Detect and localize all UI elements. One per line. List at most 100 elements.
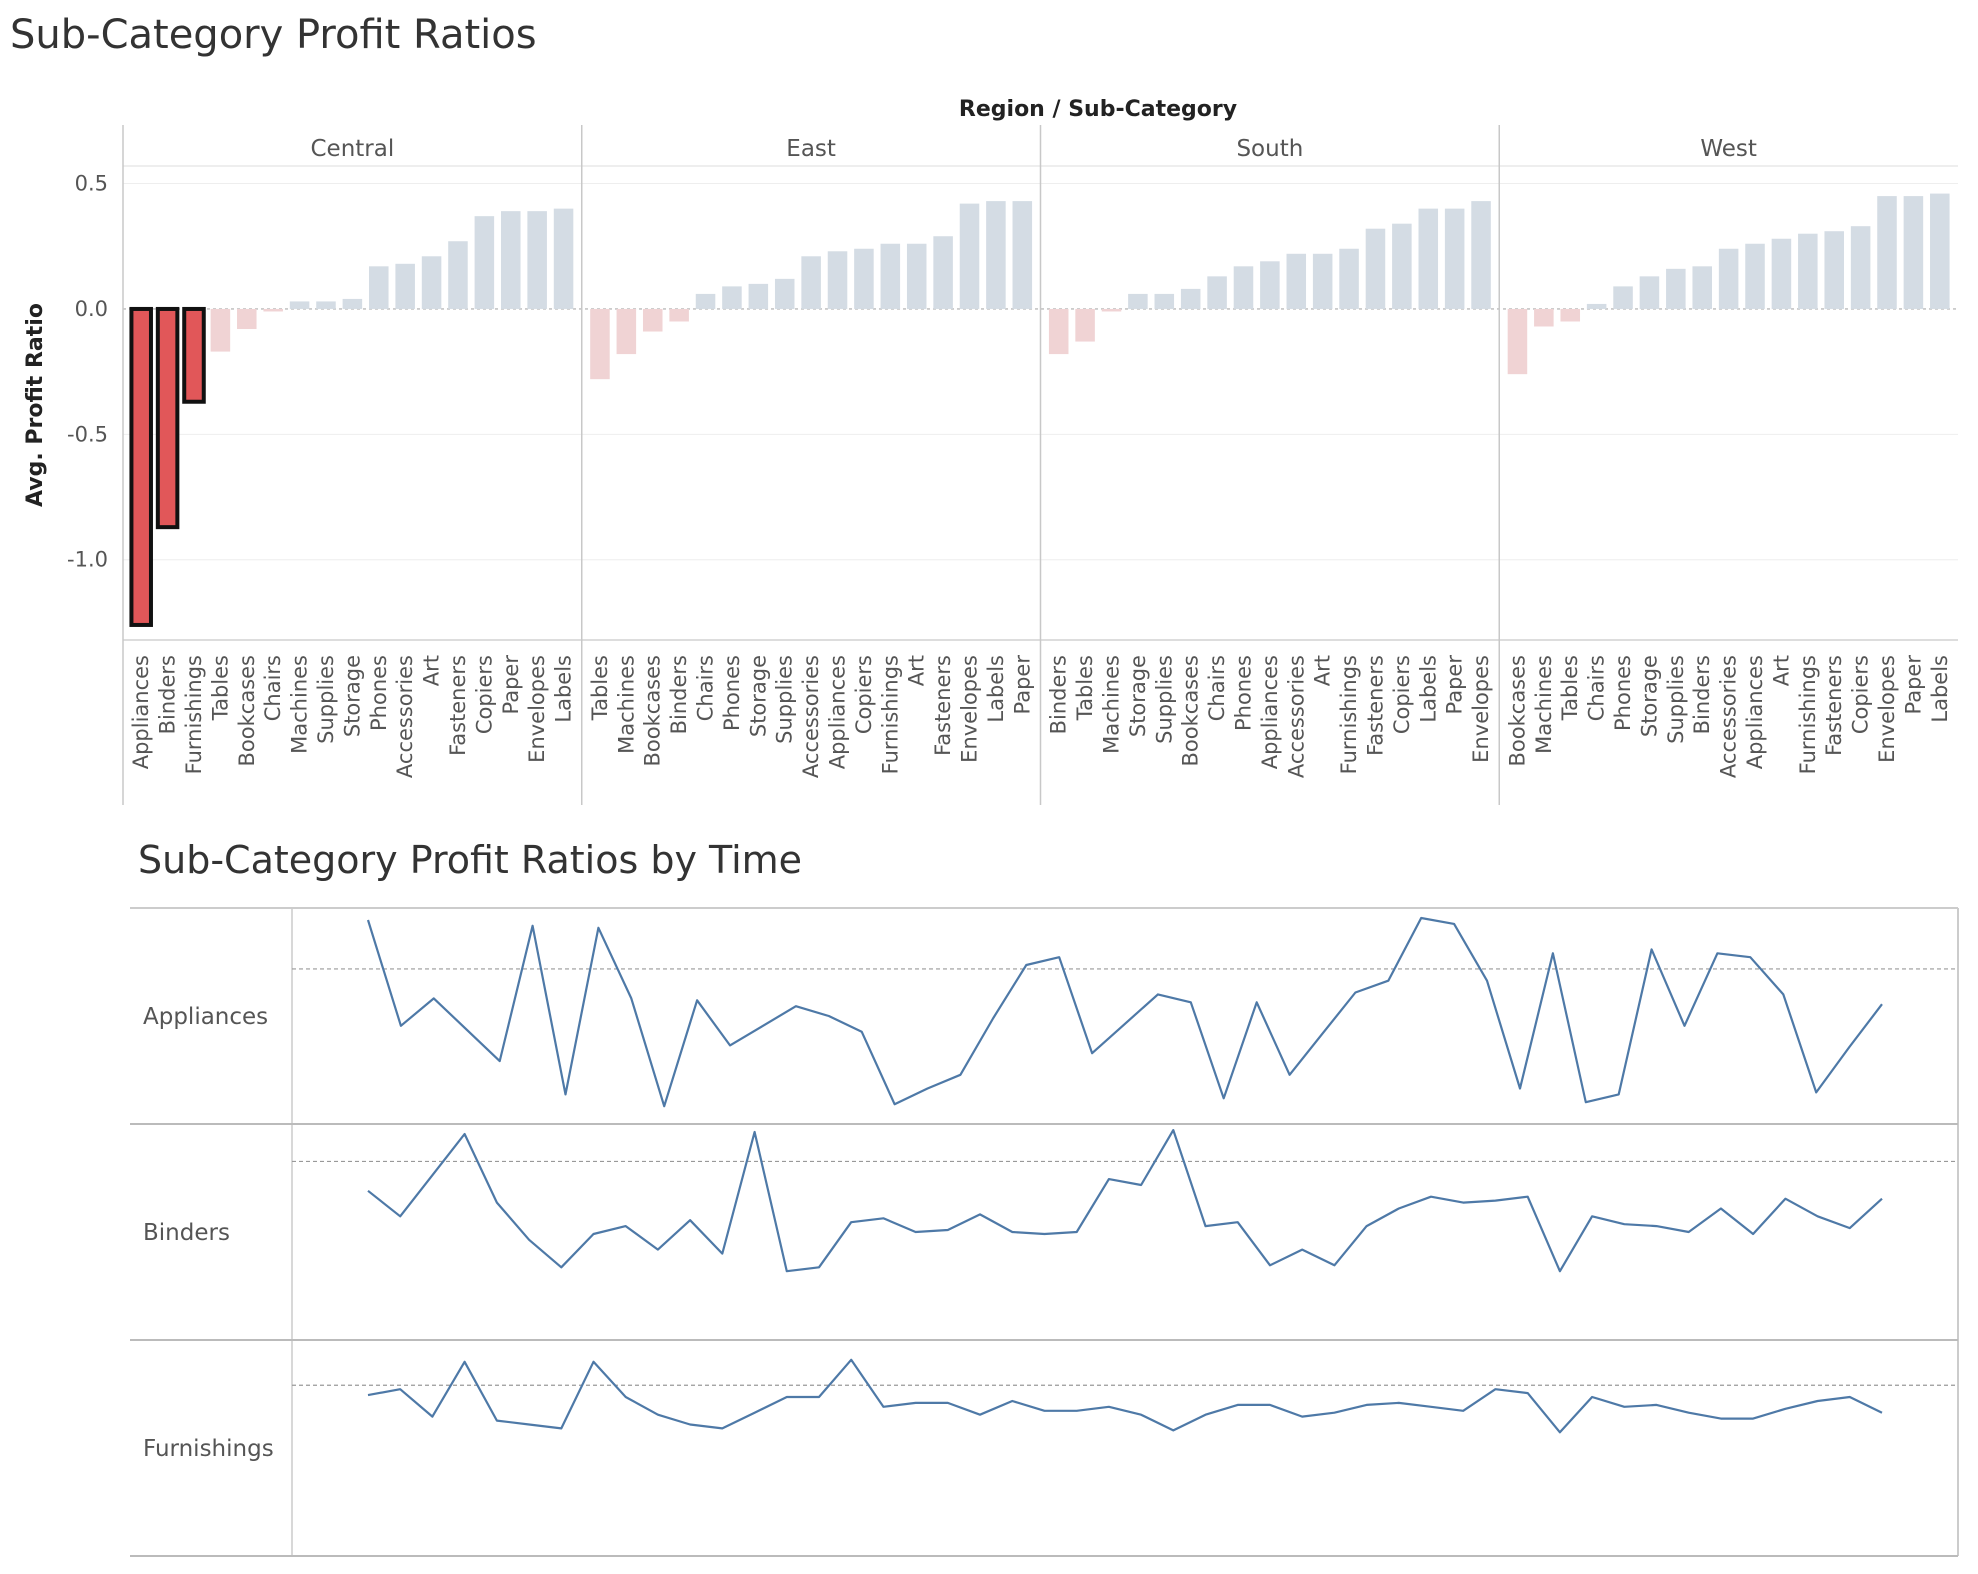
x-label-south-furnishings: Furnishings <box>1337 655 1361 774</box>
bar-east-appliances <box>827 251 848 309</box>
x-label-central-fasteners: Fasteners <box>446 655 470 756</box>
bar-south-appliances <box>1260 261 1280 309</box>
x-label-east-copiers: Copiers <box>852 655 876 734</box>
row-appliances: Appliances <box>130 916 1958 1125</box>
bar-south-furnishings <box>1339 248 1359 309</box>
x-label-south-chairs: Chairs <box>1205 655 1229 721</box>
x-label-south-art: Art <box>1311 655 1335 686</box>
x-label-east-supplies: Supplies <box>773 655 797 744</box>
x-label-west-copiers: Copiers <box>1849 655 1873 734</box>
y-axis-title: Avg. Profit Ratio <box>23 303 48 507</box>
bar-south-envelopes <box>1471 201 1491 309</box>
bar-south-phones <box>1233 266 1254 309</box>
bar-west-furnishings <box>1798 233 1818 309</box>
bar-south-copiers <box>1392 223 1412 309</box>
bar-central-binders <box>155 306 180 530</box>
series-line-appliances <box>366 916 1883 1108</box>
x-label-south-accessories: Accessories <box>1284 655 1308 778</box>
x-label-west-bookcases: Bookcases <box>1505 655 1529 766</box>
bar-east-fasteners <box>933 236 953 309</box>
x-label-south-fasteners: Fasteners <box>1363 655 1387 756</box>
x-label-east-accessories: Accessories <box>799 655 823 778</box>
x-label-east-tables: Tables <box>588 655 612 721</box>
bar-west-chairs <box>1586 303 1607 309</box>
x-label-east-phones: Phones <box>720 655 744 731</box>
x-label-west-accessories: Accessories <box>1717 655 1741 778</box>
x-label-west-machines: Machines <box>1532 655 1556 754</box>
x-label-central-paper: Paper <box>499 655 523 715</box>
x-label-central-envelopes: Envelopes <box>525 655 549 763</box>
x-label-central-phones: Phones <box>367 655 391 731</box>
x-label-central-copiers: Copiers <box>472 655 496 734</box>
bar-west-labels <box>1930 193 1950 309</box>
bar-east-paper <box>1012 201 1033 309</box>
x-label-west-appliances: Appliances <box>1743 655 1767 769</box>
x-label-east-machines: Machines <box>614 655 638 754</box>
bar-central-labels <box>553 208 574 309</box>
row-label-appliances: Appliances <box>143 1004 268 1030</box>
bar-central-machines <box>289 301 310 309</box>
bar-west-art <box>1771 238 1792 309</box>
x-label-south-bookcases: Bookcases <box>1179 655 1203 766</box>
x-label-east-fasteners: Fasteners <box>931 655 955 756</box>
row-binders: Binders <box>130 1128 1958 1341</box>
bar-south-art <box>1312 253 1333 309</box>
x-label-east-appliances: Appliances <box>826 655 850 769</box>
x-label-west-storage: Storage <box>1637 655 1661 737</box>
bar-east-art <box>906 243 927 309</box>
bar-south-tables <box>1075 308 1095 342</box>
bar-west-bookcases <box>1507 308 1528 375</box>
bar-central-storage <box>342 298 363 309</box>
bar-west-phones <box>1613 286 1633 309</box>
x-label-west-fasteners: Fasteners <box>1822 655 1846 756</box>
panel-header-east: East <box>786 136 836 162</box>
x-label-south-machines: Machines <box>1099 655 1123 754</box>
panel-south: South Binders Tables Machines Storage Supplie… <box>1039 125 1493 805</box>
panel-header-west: West <box>1700 136 1757 162</box>
bar-east-binders <box>669 308 689 322</box>
bar-east-storage <box>748 283 769 309</box>
bar-west-supplies <box>1666 268 1686 309</box>
bar-west-envelopes <box>1877 196 1897 309</box>
x-label-south-supplies: Supplies <box>1152 655 1176 744</box>
y-tick-label--1-0: -1.0 <box>67 548 108 572</box>
bar-west-tables <box>1560 308 1581 322</box>
x-label-west-furnishings: Furnishings <box>1796 655 1820 774</box>
y-tick-label--0-5: -0.5 <box>67 422 108 446</box>
bar-south-bookcases <box>1180 288 1201 309</box>
bar-central-phones <box>369 266 389 309</box>
bar-south-machines <box>1101 308 1122 312</box>
bar-central-paper <box>500 211 521 309</box>
bar-east-envelopes <box>959 203 980 309</box>
panel-header-central: Central <box>311 136 395 162</box>
x-label-east-binders: Binders <box>667 655 691 734</box>
x-label-west-phones: Phones <box>1611 655 1635 731</box>
bar-east-tables <box>590 308 610 380</box>
bar-south-storage <box>1128 293 1148 309</box>
x-label-west-binders: Binders <box>1690 655 1714 734</box>
x-label-central-accessories: Accessories <box>393 655 417 778</box>
bar-west-binders <box>1692 266 1712 309</box>
x-label-south-labels: Labels <box>1416 655 1440 723</box>
panel-east: East Tables Machines Bookcases Binders Chairs… <box>581 125 1034 805</box>
x-label-central-art: Art <box>420 655 444 686</box>
bar-central-furnishings <box>182 306 206 404</box>
bar-west-copiers <box>1850 226 1871 309</box>
bar-east-phones <box>722 286 742 309</box>
panel-central: Central Appliances Binders Furnishings Table… <box>129 136 575 778</box>
x-label-south-phones: Phones <box>1231 655 1255 731</box>
x-label-central-labels: Labels <box>552 655 576 723</box>
x-label-central-appliances: Appliances <box>129 655 153 769</box>
bar-east-chairs <box>695 293 716 309</box>
bar-west-storage <box>1639 276 1660 309</box>
bar-central-envelopes <box>527 211 547 309</box>
row-label-furnishings: Furnishings <box>143 1436 274 1462</box>
bar-west-appliances <box>1745 243 1765 309</box>
y-tick-label-0-5: 0.5 <box>75 172 108 196</box>
series-line-binders <box>367 1128 1883 1273</box>
bar-east-machines <box>616 308 637 355</box>
bar-south-binders <box>1048 308 1069 355</box>
header-region-sub-category: Region / Sub-Category <box>959 97 1237 122</box>
x-label-south-paper: Paper <box>1443 655 1467 715</box>
bar-south-chairs <box>1207 276 1227 309</box>
